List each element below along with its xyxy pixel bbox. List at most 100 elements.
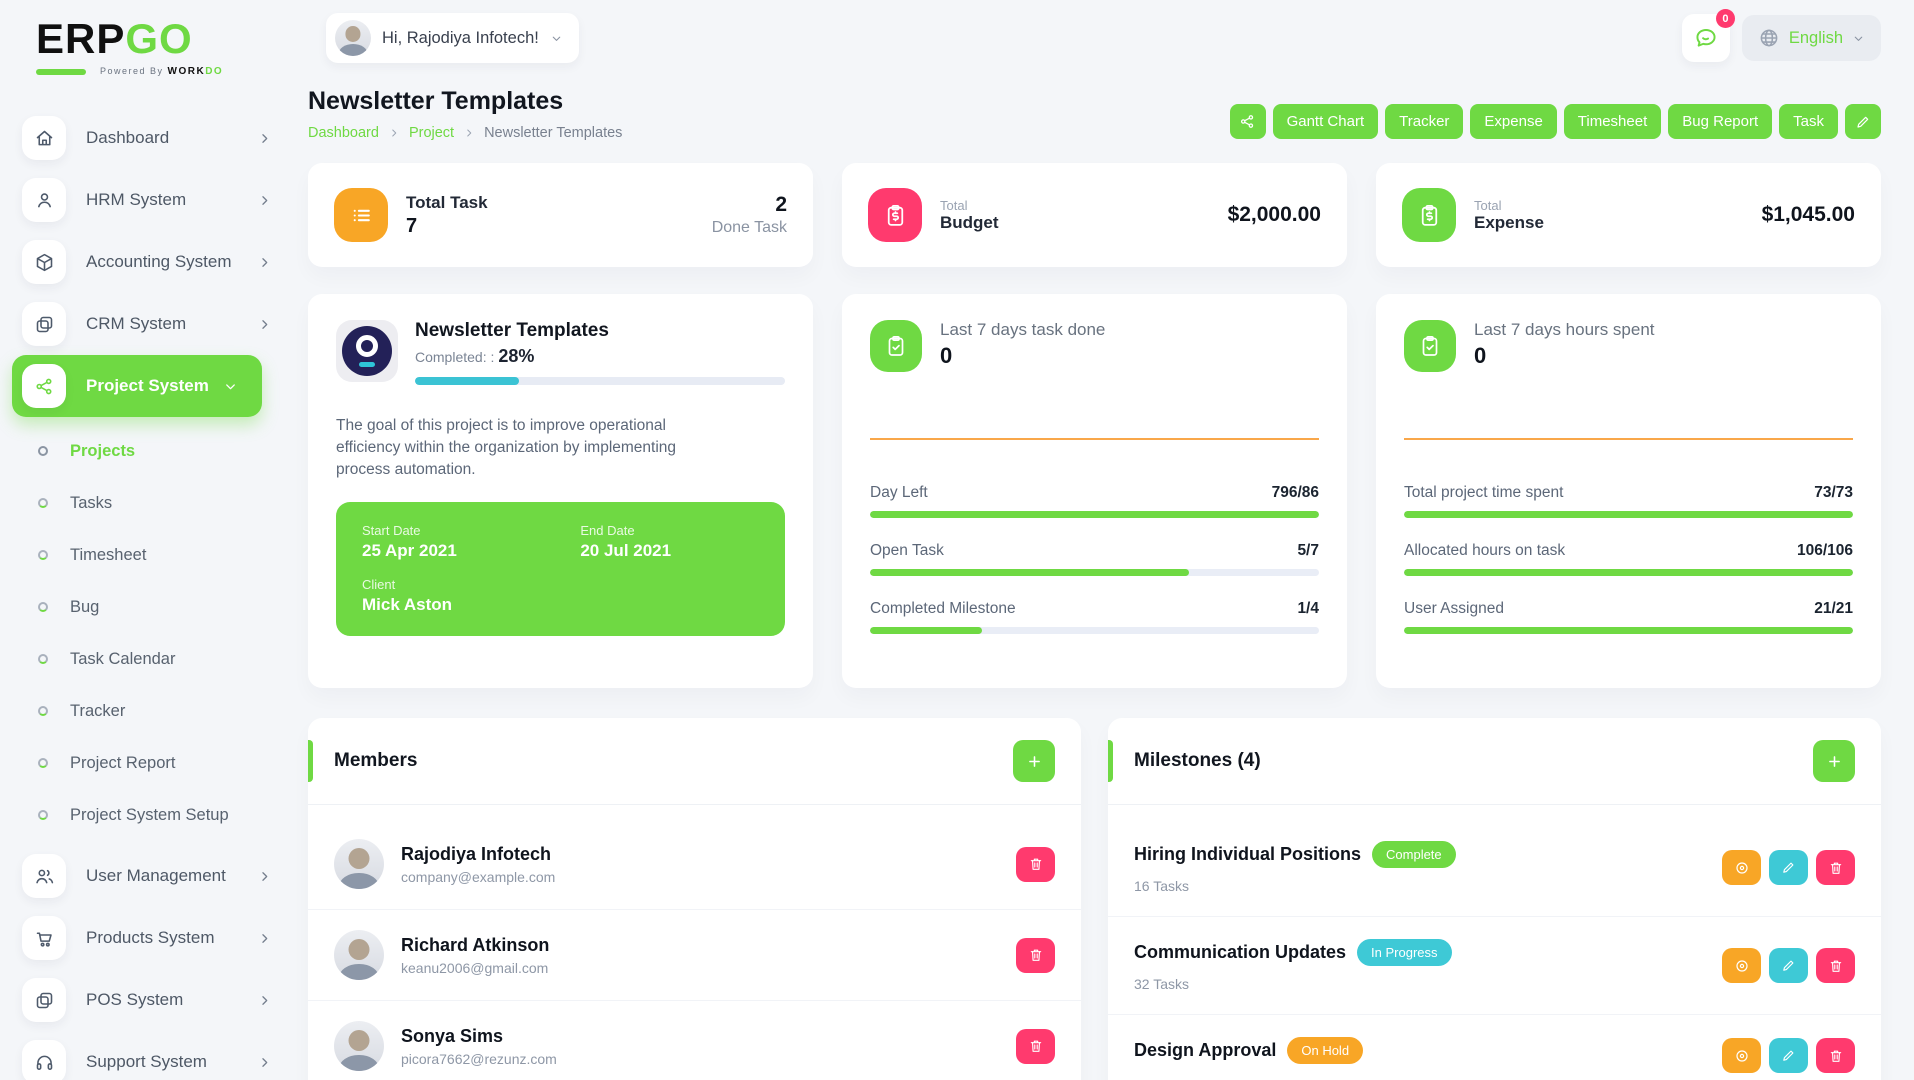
milestone-row: Design Approval On Hold (1108, 1015, 1881, 1080)
sidebar-subitem-projects[interactable]: Projects (0, 425, 306, 477)
progress-bar (1404, 627, 1853, 634)
members-card: Members Rajodiya Infotech company@exampl… (308, 718, 1081, 1080)
sidebar-item-pos-system[interactable]: POS System (0, 969, 306, 1031)
bottom-row: Members Rajodiya Infotech company@exampl… (308, 718, 1881, 1080)
tracker-button[interactable]: Tracker (1385, 104, 1464, 139)
metric-row-open-task: Open Task 5/7 (870, 542, 1319, 576)
topbar-right: 0 English (1681, 9, 1881, 62)
eye-icon (1734, 1048, 1750, 1064)
delete-member-button[interactable] (1016, 1028, 1055, 1064)
bug-report-button[interactable]: Bug Report (1668, 104, 1773, 139)
status-badge: On Hold (1287, 1037, 1364, 1064)
milestone-task-count: 32 Tasks (1134, 976, 1189, 992)
sidebar-item-crm-system[interactable]: CRM System (0, 293, 306, 355)
delete-milestone-button[interactable] (1816, 948, 1855, 983)
metric-title: Last 7 days hours spent (1474, 320, 1655, 339)
sidebar-subitem-task-calendar[interactable]: Task Calendar (0, 633, 306, 685)
plus-icon (1026, 753, 1043, 770)
brand-logo-text: ERPGO (36, 15, 193, 62)
bullet-icon (38, 758, 48, 768)
breadcrumb-project[interactable]: Project (408, 125, 455, 141)
metric-value: 0 (940, 343, 953, 368)
start-date-value: 25 Apr 2021 (362, 541, 457, 560)
progress-bar (870, 511, 1319, 518)
member-avatar (334, 930, 384, 980)
globe-icon (1758, 27, 1780, 49)
edit-milestone-button[interactable] (1769, 948, 1808, 983)
messages-button[interactable]: 0 (1681, 9, 1735, 62)
brand-logo: ERPGO Powered By WORKDO (36, 18, 306, 77)
task-button[interactable]: Task (1779, 104, 1838, 139)
user-menu[interactable]: Hi, Rajodiya Infotech! (326, 13, 579, 63)
sidebar-subitem-bug[interactable]: Bug (0, 581, 306, 633)
plus-icon (1826, 753, 1843, 770)
total-task-card: Total Task 7 2 Done Task (308, 163, 813, 267)
gantt-chart-button[interactable]: Gantt Chart (1272, 104, 1379, 139)
sidebar-subitem-project-system-setup[interactable]: Project System Setup (0, 789, 1876, 841)
breadcrumb-dashboard[interactable]: Dashboard (308, 125, 379, 141)
view-milestone-button[interactable] (1722, 1038, 1761, 1073)
metric-title: Last 7 days task done (940, 320, 1106, 339)
delete-milestone-button[interactable] (1816, 1038, 1855, 1073)
edit-milestone-button[interactable] (1769, 1038, 1808, 1073)
app-window-icon (22, 978, 66, 1022)
chevron-down-icon (550, 32, 563, 45)
metric-row-time-spent: Total project time spent 73/73 (1404, 484, 1853, 518)
bullet-icon (38, 810, 48, 820)
sidebar-item-label: User Management (86, 866, 226, 885)
add-member-button[interactable] (1013, 740, 1055, 782)
language-label: English (1788, 28, 1843, 47)
headphones-icon (22, 1040, 66, 1080)
progress-bar (870, 627, 1319, 634)
stat-sublabel: Total (1474, 197, 1502, 213)
pencil-icon (1781, 958, 1796, 973)
pencil-icon (1781, 1048, 1796, 1063)
project-overview-card: Newsletter Templates Completed: :28% The… (308, 294, 813, 688)
sidebar-subitem-project-report[interactable]: Project Report (0, 737, 306, 789)
sidebar-item-accounting-system[interactable]: Accounting System (0, 231, 306, 293)
sidebar-item-dashboard[interactable]: Dashboard (0, 107, 306, 169)
bullet-icon (38, 550, 48, 560)
sidebar-subitem-timesheet[interactable]: Timesheet (0, 529, 306, 581)
member-email: picora7662@rezunz.com (401, 1050, 557, 1067)
expense-button[interactable]: Expense (1470, 104, 1557, 139)
stat-label: Budget (940, 212, 999, 232)
done-task-value: 2 (775, 193, 787, 216)
pencil-icon (1855, 114, 1871, 130)
metric-row-user-assigned: User Assigned 21/21 (1404, 600, 1853, 634)
sidebar-subitem-tracker[interactable]: Tracker (0, 685, 306, 737)
timesheet-button[interactable]: Timesheet (1563, 104, 1662, 139)
sidebar-item-project-system[interactable]: Project System (12, 355, 262, 417)
share-button[interactable] (1229, 104, 1266, 139)
view-milestone-button[interactable] (1722, 948, 1761, 983)
sidebar-item-user-management[interactable]: User Management (0, 845, 306, 907)
sidebar-item-products-system[interactable]: Products System (0, 907, 306, 969)
sidebar-item-label: Products System (86, 928, 215, 947)
chevron-down-icon (223, 379, 238, 394)
sidebar-item-hrm-system[interactable]: HRM System (0, 169, 306, 231)
edit-project-button[interactable] (1845, 104, 1881, 139)
sidebar-item-support-system[interactable]: Support System (0, 1031, 306, 1080)
view-milestone-button[interactable] (1722, 850, 1761, 885)
member-row: Rajodiya Infotech company@example.com (308, 819, 1081, 910)
sidebar-subitem-tasks[interactable]: Tasks (0, 477, 306, 529)
milestone-name: Communication Updates (1134, 942, 1347, 962)
sidebar-item-label: Project System (86, 376, 209, 395)
member-name: Richard Atkinson (401, 934, 550, 955)
delete-member-button[interactable] (1016, 937, 1055, 973)
milestones-card: Milestones (4) Hiring Individual Positio… (1108, 718, 1881, 1080)
chevron-right-icon (257, 931, 272, 946)
project-dates-box: Start Date 25 Apr 2021 End Date 20 Jul 202… (336, 502, 785, 636)
breadcrumb-current: Newsletter Templates (484, 125, 623, 141)
delete-milestone-button[interactable] (1816, 850, 1855, 885)
trash-icon (1828, 1048, 1844, 1064)
milestone-row: Hiring Individual Positions Complete 16 … (1108, 819, 1881, 917)
add-milestone-button[interactable] (1813, 740, 1855, 782)
page-actions: Gantt Chart Tracker Expense Timesheet Bu… (1229, 104, 1881, 139)
delete-member-button[interactable] (1016, 846, 1055, 882)
metric-row-day-left: Day Left 796/86 (870, 484, 1319, 518)
language-selector[interactable]: English (1741, 15, 1881, 61)
chevron-right-icon (257, 131, 272, 146)
sidebar-item-label: Accounting System (86, 252, 232, 271)
edit-milestone-button[interactable] (1769, 850, 1808, 885)
